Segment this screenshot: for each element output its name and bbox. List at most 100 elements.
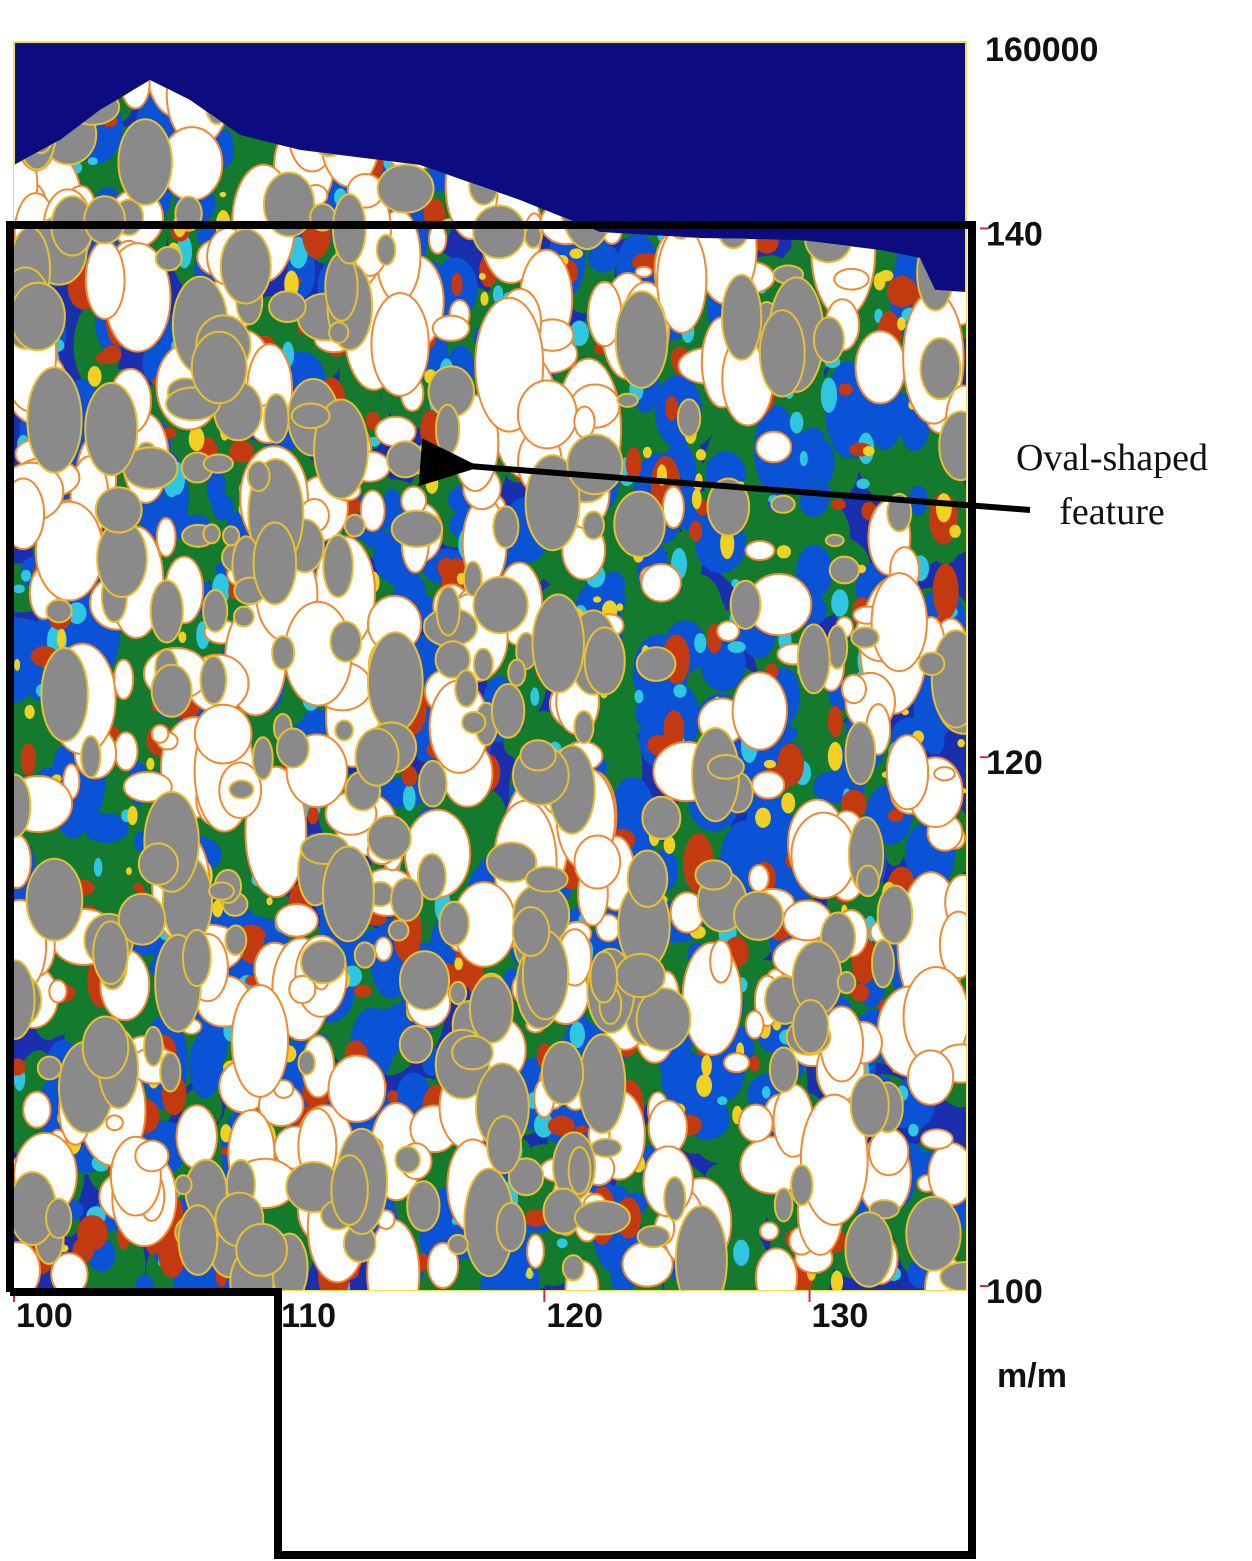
raster-blob <box>812 316 845 364</box>
raster-blob <box>824 533 845 548</box>
raster-blob <box>625 446 642 481</box>
raster-blob <box>635 646 677 682</box>
raster-blob <box>14 281 66 352</box>
raster-blob <box>748 863 770 893</box>
raster-blob <box>523 1209 549 1227</box>
raster-blob <box>193 703 253 765</box>
raster-blob <box>870 938 895 989</box>
raster-blob <box>573 405 596 439</box>
raster-blob <box>694 632 707 654</box>
raster-blob <box>870 572 928 673</box>
raster-blob <box>556 1238 568 1249</box>
raster-blob <box>763 759 777 769</box>
y-tick-label: 120 <box>986 744 1043 782</box>
raster-blob <box>327 1054 387 1123</box>
raster-blob <box>447 1233 469 1256</box>
raster-blob <box>661 485 685 530</box>
raster-blob <box>540 1040 585 1106</box>
raster-blob <box>425 473 439 494</box>
raster-blob <box>370 291 430 397</box>
raster-blob <box>330 1154 369 1226</box>
raster-blob <box>175 1104 218 1170</box>
raster-blob <box>188 1032 222 1099</box>
raster-blob <box>907 1049 955 1106</box>
raster-blob <box>77 1215 108 1251</box>
raster-blob <box>616 392 639 408</box>
raster-blob <box>297 1049 316 1076</box>
raster-blob <box>451 1034 494 1071</box>
raster-blob <box>701 1054 712 1077</box>
raster-blob <box>800 428 825 445</box>
raster-blob <box>897 317 906 331</box>
raster-blob <box>275 727 310 769</box>
raster-blob <box>754 1247 799 1290</box>
raster-blob <box>328 321 350 344</box>
raster-blob <box>626 849 669 908</box>
raster-blob <box>932 563 959 620</box>
raster-blob <box>25 857 84 942</box>
raster-blob <box>435 585 461 637</box>
raster-blob <box>190 330 248 405</box>
raster-blob <box>755 807 771 828</box>
raster-blob <box>862 446 875 457</box>
raster-blob <box>761 1086 771 1099</box>
raster-blob <box>84 239 126 320</box>
raster-blob <box>573 1199 631 1236</box>
raster-blob <box>127 805 138 826</box>
raster-blob <box>569 248 584 259</box>
raster-blob <box>132 882 144 892</box>
raster-blob <box>805 558 833 576</box>
raster-blob <box>159 1051 182 1093</box>
raster-blob <box>844 721 877 786</box>
raster-blob <box>781 792 796 814</box>
raster-blob <box>146 757 155 771</box>
raster-blob <box>920 1128 954 1150</box>
raster-blob <box>758 309 806 398</box>
raster-blob <box>751 770 786 800</box>
raster-blob <box>486 1115 522 1175</box>
raster-blob <box>102 345 122 364</box>
raster-blob <box>524 865 569 893</box>
raster-blob <box>733 1239 750 1266</box>
raster-blob <box>251 736 274 781</box>
raster-blob <box>375 233 397 266</box>
raster-blob <box>480 291 489 306</box>
raster-blob <box>526 1267 533 1280</box>
raster-blob <box>673 684 687 698</box>
raster-blob <box>758 1221 780 1241</box>
raster-blob <box>224 924 248 956</box>
raster-blob <box>919 337 962 401</box>
raster-blob <box>820 377 838 413</box>
raster-blob <box>573 709 595 745</box>
raster-blob <box>796 623 831 695</box>
raster-blob <box>854 330 907 405</box>
raster-blob <box>593 596 602 603</box>
raster-blob <box>636 1224 671 1249</box>
raster-blob <box>83 195 126 245</box>
raster-blob <box>134 1139 170 1173</box>
raster-blob <box>792 999 830 1055</box>
raster-blob <box>67 602 87 625</box>
raster-blob <box>174 1174 193 1196</box>
raster-blob <box>641 795 682 841</box>
raster-blob <box>202 588 229 633</box>
raster-blob <box>566 433 624 496</box>
raster-blob <box>81 1015 130 1080</box>
raster-blob <box>849 1073 890 1137</box>
raster-blob <box>14 584 25 594</box>
raster-blob <box>905 1195 962 1272</box>
raster-blob <box>188 426 205 452</box>
raster-blob <box>590 1137 623 1158</box>
raster-blob <box>575 1125 588 1134</box>
raster-blob <box>390 876 424 922</box>
raster-blob <box>613 490 666 558</box>
raster-blob <box>776 545 791 559</box>
raster-blob <box>744 1010 765 1040</box>
raster-blob <box>206 466 226 507</box>
raster-blob <box>14 616 38 703</box>
raster-blob <box>836 970 857 995</box>
raster-blob <box>268 290 307 324</box>
raster-blob <box>663 710 685 749</box>
raster-blob <box>84 381 139 477</box>
raster-blob <box>744 539 776 561</box>
